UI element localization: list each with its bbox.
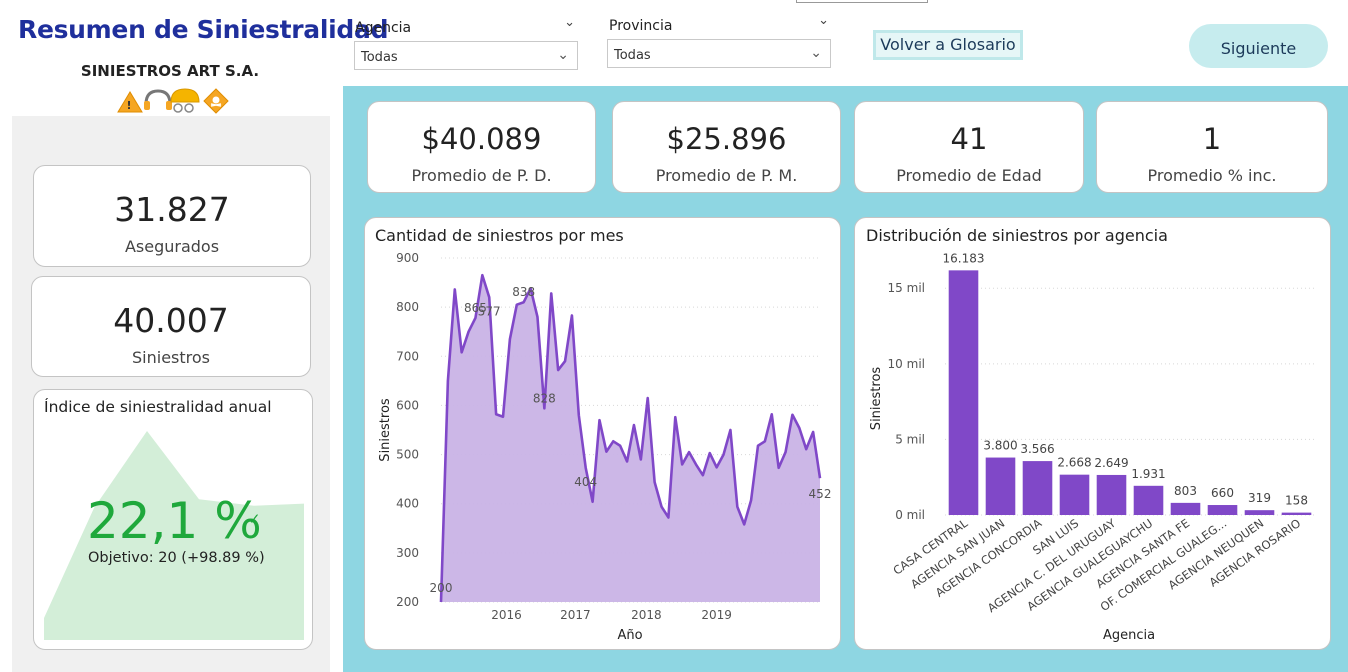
page-title: Resumen de Siniestralidad bbox=[18, 15, 389, 44]
monthly-claims-chart: 200 300 400 500 600 700 800 900 Siniestros Año 201… bbox=[378, 251, 832, 643]
chevron-down-icon[interactable]: ⌄ bbox=[564, 15, 575, 30]
insured-label: Asegurados bbox=[124, 237, 220, 256]
annual-index-title: Índice de siniestralidad anual bbox=[44, 398, 272, 416]
bar-value-label: 803 bbox=[1174, 484, 1197, 498]
agency-filter-header[interactable]: Agencia ⌄ bbox=[355, 15, 577, 37]
y-tick-label: 0 mil bbox=[895, 508, 925, 522]
bar-value-label: 3.566 bbox=[1020, 442, 1054, 456]
x-axis-label: Agencia bbox=[1103, 628, 1155, 643]
bar bbox=[1281, 512, 1312, 515]
y-tick-label: 200 bbox=[396, 595, 419, 609]
agency-chart-title: Distribución de siniestros por agencia bbox=[866, 226, 1168, 245]
kpi-value: $40.089 bbox=[421, 122, 542, 156]
x-tick-label: 2016 bbox=[491, 608, 522, 622]
monthly-chart-title: Cantidad de siniestros por mes bbox=[375, 226, 624, 245]
data-label: 452 bbox=[809, 487, 832, 501]
data-label: 404 bbox=[574, 475, 597, 489]
kpi-card-inc: 1 Promedio % inc. bbox=[1096, 101, 1328, 193]
y-tick-label: 500 bbox=[396, 448, 419, 462]
chevron-down-icon[interactable]: ⌄ bbox=[818, 13, 829, 28]
y-tick-label: 600 bbox=[396, 398, 419, 412]
x-axis-label: Año bbox=[617, 628, 642, 643]
agency-claims-chart-card[interactable]: Distribución de siniestros por agencia 0… bbox=[854, 217, 1331, 650]
y-tick-label: 10 mil bbox=[888, 357, 925, 371]
data-label: 838 bbox=[512, 285, 535, 299]
agency-filter-label: Agencia bbox=[355, 20, 412, 36]
kpi-value: 1 bbox=[1202, 122, 1222, 156]
insured-card: 31.827 Asegurados bbox=[33, 165, 311, 267]
y-tick-label: 800 bbox=[396, 300, 419, 314]
bar-value-label: 660 bbox=[1211, 486, 1234, 500]
monthly-claims-chart-card[interactable]: Cantidad de siniestros por mes 200 300 400… bbox=[364, 217, 841, 650]
bar-value-label: 1.931 bbox=[1131, 467, 1165, 481]
kpi-value: 41 bbox=[950, 122, 988, 156]
company-name: SINIESTROS ART S.A. bbox=[80, 62, 260, 80]
y-tick-label: 900 bbox=[396, 251, 419, 265]
y-tick-label: 400 bbox=[396, 497, 419, 511]
claims-value: 40.007 bbox=[113, 301, 229, 340]
bar-value-label: 2.649 bbox=[1094, 456, 1128, 470]
bar bbox=[1244, 510, 1275, 515]
kpi-label: Promedio de Edad bbox=[896, 166, 1042, 185]
province-dropdown-value: Todas bbox=[614, 48, 651, 63]
svg-text:!: ! bbox=[127, 99, 132, 112]
kpi-label: Promedio de P. M. bbox=[655, 166, 798, 185]
chevron-down-icon: ⌄ bbox=[810, 45, 822, 61]
kpi-label: Promedio % inc. bbox=[1147, 166, 1277, 185]
agency-claims-chart: 0 mil 5 mil 10 mil 15 mil Siniestros Agencia 1… bbox=[869, 251, 1315, 643]
agency-dropdown[interactable]: Todas ⌄ bbox=[354, 41, 578, 70]
data-label: 577 bbox=[478, 304, 501, 318]
back-to-glossary-button[interactable]: Volver a Glosario bbox=[873, 30, 1023, 60]
claims-label: Siniestros bbox=[132, 348, 210, 367]
kpi-card-pd: $40.089 Promedio de P. D. bbox=[367, 101, 596, 193]
next-button[interactable]: Siguiente bbox=[1189, 24, 1328, 68]
chevron-down-icon: ⌄ bbox=[557, 47, 569, 63]
data-label: 865 bbox=[464, 301, 487, 315]
province-filter-label: Provincia bbox=[609, 18, 673, 34]
x-tick-label: 2019 bbox=[701, 608, 732, 622]
data-label: 828 bbox=[533, 391, 556, 405]
y-tick-label: 700 bbox=[396, 349, 419, 363]
data-label: 200 bbox=[430, 581, 453, 595]
bar bbox=[1133, 485, 1164, 515]
province-filter-header[interactable]: Provincia ⌄ bbox=[609, 13, 831, 35]
bar-value-label: 3.800 bbox=[983, 439, 1017, 453]
y-tick-label: 15 mil bbox=[888, 281, 925, 295]
series-area bbox=[441, 275, 820, 602]
x-tick-label: 2017 bbox=[560, 608, 591, 622]
bar bbox=[1059, 474, 1090, 515]
bar bbox=[948, 270, 979, 515]
bar-value-label: 2.668 bbox=[1057, 456, 1091, 470]
checkmark-icon: ✓ bbox=[248, 510, 261, 528]
y-tick-label: 300 bbox=[396, 546, 419, 560]
safety-logo-icon: ! bbox=[117, 88, 229, 114]
bar bbox=[1207, 505, 1238, 515]
kpi-card-pm: $25.896 Promedio de P. M. bbox=[612, 101, 841, 193]
bar bbox=[1022, 461, 1053, 515]
kpi-card-age: 41 Promedio de Edad bbox=[854, 101, 1084, 193]
agency-dropdown-value: Todas bbox=[361, 50, 398, 65]
bar bbox=[985, 457, 1016, 515]
annual-index-target: Objetivo: 20 (+98.89 %) bbox=[88, 550, 265, 566]
annual-index-trend bbox=[44, 431, 304, 640]
y-tick-label: 5 mil bbox=[895, 432, 925, 446]
insured-value: 31.827 bbox=[114, 190, 230, 229]
bar bbox=[1096, 474, 1127, 515]
bar-value-label: 158 bbox=[1285, 494, 1308, 508]
province-dropdown[interactable]: Todas ⌄ bbox=[607, 39, 831, 68]
top-tab-indicator bbox=[796, 0, 928, 3]
y-axis-label: Siniestros bbox=[378, 398, 393, 462]
kpi-label: Promedio de P. D. bbox=[411, 166, 552, 185]
bar-value-label: 16.183 bbox=[943, 251, 985, 265]
kpi-value: $25.896 bbox=[666, 122, 787, 156]
y-axis-label: Siniestros bbox=[869, 367, 884, 431]
annual-index-value: 22,1 % bbox=[87, 492, 262, 550]
claims-card: 40.007 Siniestros bbox=[31, 276, 311, 377]
annual-index-card[interactable]: Índice de siniestralidad anual 22,1 % ✓ … bbox=[33, 389, 313, 650]
bar-value-label: 319 bbox=[1248, 491, 1271, 505]
series-line bbox=[439, 273, 822, 603]
x-tick-label: 2018 bbox=[631, 608, 662, 622]
bar bbox=[1170, 502, 1201, 515]
